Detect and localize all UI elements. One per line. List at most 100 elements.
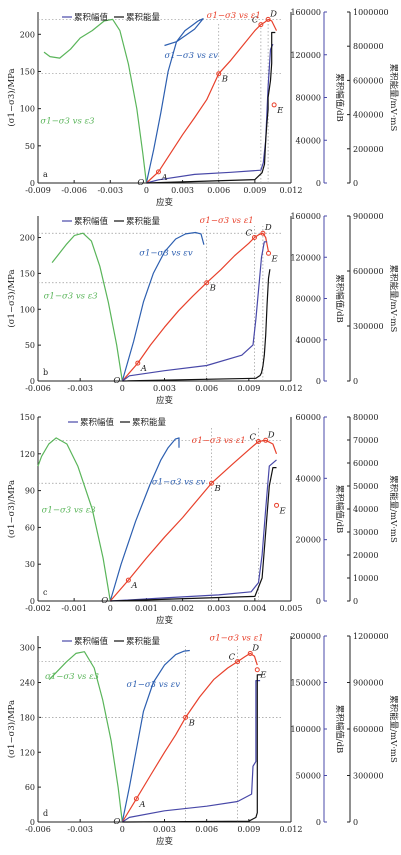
energy-tick-label: 600000 [353, 725, 384, 734]
curve-label-curve_stress: σ1−σ3 vs ε1 [209, 634, 263, 644]
y-tick-label: 150 [20, 413, 35, 422]
curve-label-curve_vol: σ1−σ3 vs εv [165, 51, 219, 61]
feature-point-A [135, 360, 141, 366]
amplitude-axis-title: 累积幅值/dB [334, 274, 345, 323]
feature-point-A [133, 796, 139, 802]
x-tick-label: -0.002 [25, 604, 51, 613]
y-tick-label: 120 [20, 748, 35, 757]
feature-point-label: C [252, 16, 259, 26]
feature-point-D [247, 650, 253, 656]
panel-letter: c [43, 588, 48, 597]
x-tick-label: 0.009 [243, 186, 266, 195]
energy-tick-label: 0 [353, 377, 358, 386]
feature-point-label: B [213, 484, 220, 494]
curve-label-curve_lateral: σ1−σ3 vs ε3 [42, 506, 96, 516]
amp-tick-label: 160000 [290, 8, 321, 17]
x-tick-label: 0.002 [171, 604, 194, 613]
amp-tick-label: 80000 [296, 295, 321, 304]
feature-point-label: D [264, 223, 272, 233]
x-tick-label: 0.006 [207, 186, 230, 195]
feature-point-label: E [279, 506, 287, 516]
feature-point-E [274, 502, 280, 508]
y-axis-title: (σ1−σ3)/MPa [6, 480, 17, 538]
x-tick-label: -0.006 [25, 384, 51, 393]
energy-tick-label: 200000 [353, 145, 384, 154]
x-tick-label: -0.009 [25, 186, 51, 195]
x-tick-label: 0.004 [243, 604, 266, 613]
feature-point-E [254, 667, 260, 673]
feature-point-B [204, 280, 210, 286]
feature-point-D [260, 230, 266, 236]
energy-axis-title: 累积能量/mV·mS [388, 64, 399, 132]
feature-point-C [235, 659, 241, 665]
x-tick-label: 0.003 [207, 604, 230, 613]
feature-point-label: E [271, 254, 279, 264]
x-tick-label: 0 [144, 186, 149, 195]
feature-point-label: E [259, 671, 267, 681]
y-tick-label: 200 [20, 30, 35, 39]
amp-tick-label: 120000 [290, 51, 321, 60]
y-tick-label: 240 [20, 679, 35, 688]
feature-point-label: C [245, 229, 252, 239]
amp-tick-label: 150000 [290, 679, 321, 688]
amp-tick-label: 80000 [296, 94, 321, 103]
energy-axis-title: 累积能量/mV·mS [388, 475, 399, 543]
amp-tick-label: 0 [316, 597, 321, 606]
y-tick-label: 200 [20, 234, 35, 243]
energy-tick-label: 60000 [353, 459, 378, 468]
feature-point-label: E [276, 106, 284, 116]
panel-a: -0.009 -0.006 -0.003 0 0.003 0.006 0.009 0.012 0… [6, 8, 399, 208]
energy-tick-label: 30000 [353, 528, 378, 537]
x-tick-label: -0.006 [61, 186, 87, 195]
feature-point-C [255, 439, 261, 445]
x-tick-label: 0.006 [195, 825, 218, 834]
energy-tick-label: 50000 [353, 482, 378, 491]
axial-strain-curve [121, 232, 270, 382]
lateral-strain-curve [43, 18, 147, 184]
legend-energy-label: 累积能量 [132, 417, 167, 428]
amp-tick-label: 0 [316, 818, 321, 827]
x-tick-label: 0.001 [135, 604, 158, 613]
x-tick-label: 0.003 [153, 825, 176, 834]
amp-tick-label: 20000 [296, 536, 321, 545]
feature-point-label: A [160, 173, 167, 183]
amp-tick-label: 40000 [296, 136, 321, 145]
feature-point-label: C [249, 433, 256, 443]
x-tick-label: 0.005 [280, 604, 303, 613]
feature-point-label: B [188, 718, 195, 728]
lateral-strain-curve [48, 651, 123, 823]
energy-tick-label: 0 [353, 179, 358, 188]
energy-tick-label: 1000000 [353, 8, 389, 17]
energy-tick-label: 0 [353, 597, 358, 606]
x-tick-label: -0.001 [61, 604, 87, 613]
axial-strain-curve [145, 18, 278, 184]
legend-amplitude-label: 累积幅值 [80, 417, 115, 428]
legend-amplitude-label: 累积幅值 [74, 636, 109, 647]
y-tick-label: 50 [25, 341, 35, 350]
x-axis-title: 应变 [156, 615, 174, 626]
legend-energy-label: 累积能量 [126, 216, 161, 227]
energy-tick-label: 20000 [353, 551, 378, 560]
curve-label-curve_stress: σ1−σ3 vs ε1 [200, 216, 254, 226]
energy-tick-label: 600000 [353, 76, 384, 85]
x-tick-label: -0.003 [67, 384, 93, 393]
y-tick-label: 50 [25, 142, 35, 151]
energy-tick-label: 0 [353, 818, 358, 827]
amp-tick-label: 60000 [296, 413, 321, 422]
energy-tick-label: 10000 [353, 574, 378, 583]
energy-tick-label: 900000 [353, 212, 384, 221]
energy-tick-label: 800000 [353, 42, 384, 51]
x-tick-label: 0.009 [237, 825, 260, 834]
legend-amplitude-label: 累积幅值 [74, 12, 109, 23]
feature-point-A [125, 577, 131, 583]
feature-point-C [258, 22, 264, 28]
feature-point-label: B [221, 75, 228, 85]
y-axis-title: (σ1−σ3)/MPa [6, 68, 17, 126]
x-axis-title: 应变 [156, 836, 174, 847]
energy-tick-label: 300000 [353, 772, 384, 781]
feature-point-label: O [113, 376, 120, 386]
curve-label-curve_lateral: σ1−σ3 vs ε3 [44, 292, 98, 302]
amp-tick-label: 0 [316, 377, 321, 386]
y-tick-label: 30 [25, 560, 35, 569]
